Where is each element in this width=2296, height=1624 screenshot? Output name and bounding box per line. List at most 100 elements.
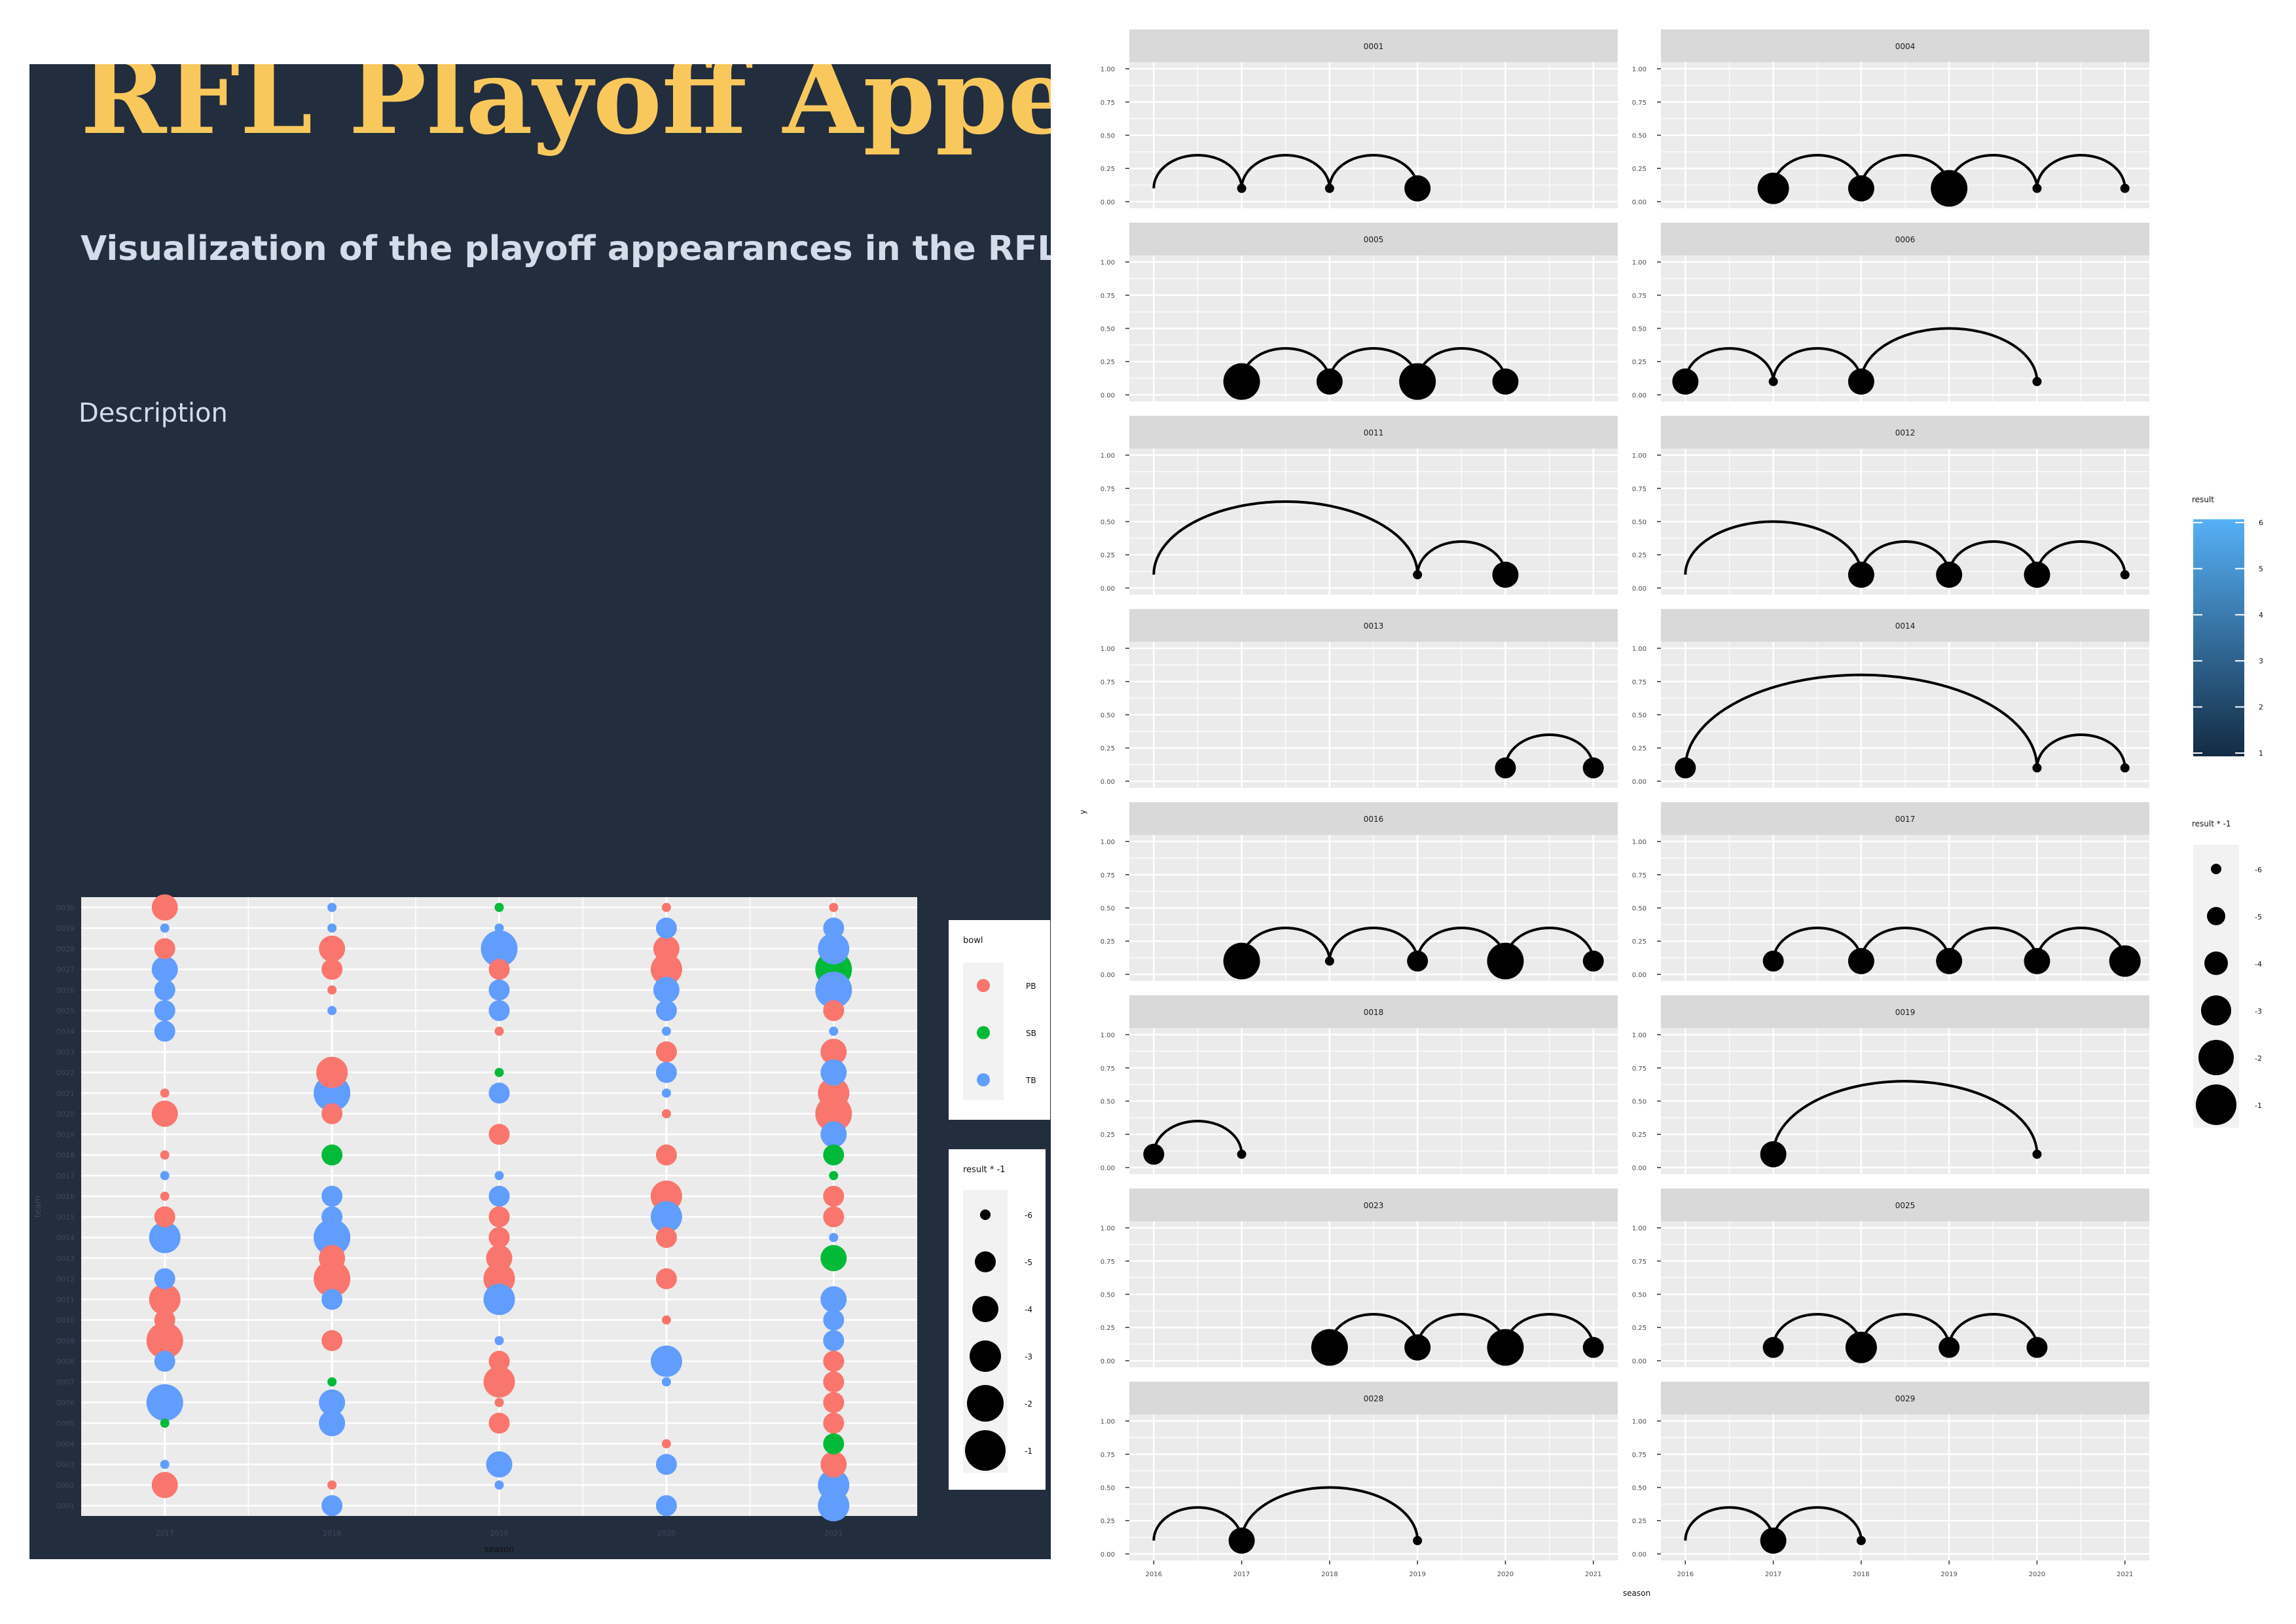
bubble-point — [494, 1397, 504, 1407]
facet-y-tick-label: 0.75 — [1101, 1259, 1115, 1266]
facet-y-tick-label: 0.75 — [1101, 872, 1115, 879]
bubble-y-tick-label: 0020 — [56, 1110, 75, 1118]
facet-y-tick-label: 0.75 — [1632, 872, 1647, 879]
facet-y-tick-label: 0.75 — [1101, 679, 1115, 686]
bowl-legend-title: bowl — [963, 936, 983, 946]
facet-y-tick-label: 0.75 — [1632, 1452, 1647, 1459]
facet-point — [1237, 183, 1247, 193]
bubble-point — [661, 902, 671, 912]
bubble-y-tick-label: 0015 — [56, 1213, 75, 1221]
facet-y-tick-label: 0.25 — [1632, 359, 1647, 366]
bowl-legend-label: TB — [1025, 1076, 1036, 1085]
bubble-y-tick-label: 0004 — [56, 1440, 75, 1449]
bubble-point — [321, 1330, 343, 1352]
bubble-point — [327, 985, 337, 995]
facet-strip — [1129, 1189, 1618, 1221]
bubble-point — [321, 1495, 343, 1517]
bowl-legend-swatch — [977, 1073, 990, 1086]
bubble-point — [653, 935, 680, 962]
bowl-legend-label: SB — [1026, 1029, 1036, 1038]
facet-strip — [1129, 416, 1618, 449]
facet-point — [1492, 368, 1519, 395]
facet-strip-label: 0025 — [1895, 1201, 1916, 1210]
bubble-point — [820, 1039, 847, 1065]
bubble-point — [655, 1495, 677, 1517]
bubble-y-tick-label: 0001 — [56, 1502, 75, 1510]
bubble-y-tick-label: 0017 — [56, 1172, 75, 1180]
size-legend2-label: -3 — [2255, 1007, 2262, 1016]
facet-strip-label: 0013 — [1364, 621, 1384, 631]
facet-point — [2120, 183, 2130, 193]
size-legend-key-bg — [963, 1190, 1008, 1473]
facet-y-tick-label: 0.75 — [1632, 1065, 1647, 1073]
result-colorbar-label: 4 — [2259, 611, 2263, 619]
facet-strip — [1661, 609, 2149, 642]
facet-point — [1487, 942, 1524, 980]
facet-strip-label: 0018 — [1364, 1008, 1384, 1017]
size-legend2-key-bg — [2193, 845, 2239, 1128]
bubble-point — [650, 953, 682, 986]
facet-y-tick-label: 0.75 — [1101, 1065, 1115, 1073]
facet-panel-0013: 0013 0.00 0.25 0.50 0.75 1.00 — [1101, 609, 1618, 788]
facet-arc — [1859, 927, 1951, 961]
bubble-point — [823, 1330, 845, 1352]
facet-y-tick-label: 0.25 — [1632, 166, 1647, 173]
facet-x-tick-label: 2017 — [1233, 1571, 1250, 1578]
bowl-legend-swatch — [977, 1026, 990, 1039]
facet-y-tick-label: 0.75 — [1632, 679, 1647, 686]
size-legend-label: -5 — [1025, 1258, 1032, 1267]
size-legend-swatch — [967, 1385, 1004, 1422]
facet-y-tick-label: 0.25 — [1101, 166, 1115, 173]
facet-panel-0019: 0019 0.00 0.25 0.50 0.75 1.00 — [1632, 995, 2149, 1174]
bubble-point — [818, 1077, 850, 1109]
facet-y-tick-label: 0.00 — [1632, 585, 1647, 593]
facet-y-tick-label: 0.25 — [1101, 552, 1115, 559]
facet-strip — [1661, 1189, 2149, 1221]
bubble-point — [661, 1109, 671, 1118]
bubble-point — [820, 1121, 847, 1148]
facet-y-tick-label: 1.00 — [1101, 1032, 1115, 1039]
facet-point — [1582, 950, 1604, 972]
bubble-point — [481, 930, 518, 967]
facet-strip-label: 0006 — [1895, 235, 1916, 244]
facet-point — [1399, 363, 1436, 400]
facet-y-tick-label: 1.00 — [1101, 66, 1115, 73]
facet-point — [2109, 945, 2141, 977]
facet-strip-label: 0029 — [1895, 1394, 1916, 1403]
facet-y-tick-label: 1.00 — [1632, 259, 1647, 267]
facet-point — [1582, 1337, 1604, 1358]
facet-y-tick-label: 0.00 — [1632, 199, 1647, 206]
facet-point — [1675, 757, 1696, 779]
bubble-point — [160, 1191, 170, 1201]
facet-point — [1936, 948, 1963, 974]
facet-y-tick-label: 0.50 — [1101, 1292, 1115, 1299]
bubble-y-tick-label: 0010 — [56, 1316, 75, 1325]
bubble-point — [154, 1206, 175, 1228]
facet-point — [1324, 183, 1334, 193]
facet-y-tick-label: 0.75 — [1632, 1259, 1647, 1266]
bubble-point — [494, 923, 504, 933]
size-legend2-swatch — [2211, 864, 2221, 874]
bubble-x-tick-label: 2019 — [490, 1529, 509, 1538]
facet-strip — [1661, 1382, 2149, 1414]
bubble-point — [154, 1309, 175, 1331]
bubble-point — [151, 1100, 178, 1127]
bubble-point — [818, 1490, 850, 1522]
arc-facet-chart: 0001 0.00 0.25 0.50 0.75 1.00 0004 0.00 0.25 0.50… — [1078, 29, 2149, 1598]
facet-point — [1757, 172, 1789, 204]
bubble-point — [149, 1221, 181, 1253]
size-legend-swatch — [975, 1251, 996, 1272]
bubble-point — [823, 1433, 845, 1454]
facet-panel-0014: 0014 0.00 0.25 0.50 0.75 1.00 — [1632, 609, 2149, 788]
facet-y-tick-label: 1.00 — [1101, 259, 1115, 267]
result-colorbar — [2193, 519, 2244, 756]
size-legend2-label: -4 — [2255, 960, 2262, 969]
bubble-point — [488, 1227, 510, 1248]
bubble-point — [160, 1088, 170, 1098]
facet-arc — [1152, 154, 1243, 189]
facet-y-tick-label: 0.75 — [1632, 100, 1647, 107]
facet-y-tick-label: 0.50 — [1632, 906, 1647, 913]
facet-y-tick-label: 0.00 — [1101, 972, 1115, 979]
facet-arc — [1152, 1120, 1243, 1154]
